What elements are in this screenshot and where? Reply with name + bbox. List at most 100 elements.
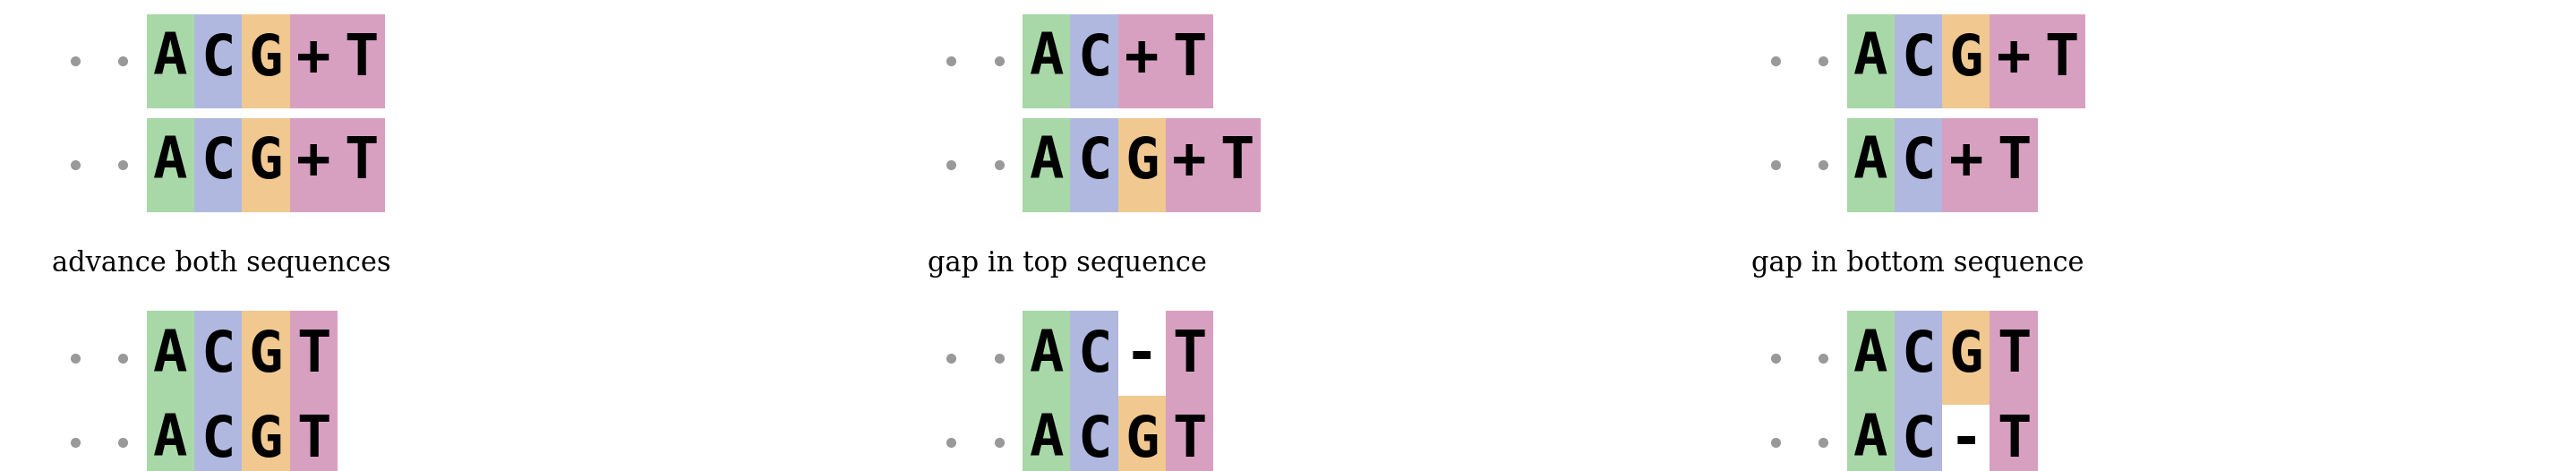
Text: C: C — [1077, 31, 1110, 87]
FancyBboxPatch shape — [1167, 14, 1213, 108]
FancyBboxPatch shape — [196, 14, 242, 108]
Text: G: G — [1950, 328, 1984, 383]
FancyBboxPatch shape — [1167, 118, 1213, 212]
Text: C: C — [1901, 328, 1935, 383]
FancyBboxPatch shape — [1118, 396, 1167, 471]
Text: A: A — [155, 135, 188, 190]
Text: +: + — [296, 31, 330, 87]
Text: G: G — [250, 135, 283, 190]
Text: C: C — [1077, 413, 1110, 468]
Text: C: C — [1901, 135, 1935, 190]
Text: A: A — [1030, 31, 1064, 87]
Text: C: C — [1901, 413, 1935, 468]
Text: T: T — [1172, 31, 1206, 87]
Text: gap in bottom sequence: gap in bottom sequence — [1752, 250, 2084, 277]
FancyBboxPatch shape — [1023, 14, 1072, 108]
Text: T: T — [1172, 413, 1206, 468]
Text: C: C — [1901, 31, 1935, 87]
FancyBboxPatch shape — [1989, 396, 2038, 471]
FancyBboxPatch shape — [291, 118, 337, 212]
FancyBboxPatch shape — [1072, 118, 1118, 212]
Text: A: A — [1030, 135, 1064, 190]
Text: T: T — [1172, 328, 1206, 383]
Text: +: + — [296, 135, 330, 190]
FancyBboxPatch shape — [1989, 311, 2038, 405]
Text: C: C — [201, 135, 234, 190]
FancyBboxPatch shape — [1072, 396, 1118, 471]
FancyBboxPatch shape — [1942, 14, 1989, 108]
FancyBboxPatch shape — [1847, 311, 1896, 405]
Text: A: A — [1855, 31, 1888, 87]
Text: T: T — [2045, 31, 2079, 87]
FancyBboxPatch shape — [1896, 396, 1942, 471]
FancyBboxPatch shape — [291, 14, 337, 108]
FancyBboxPatch shape — [1847, 14, 1896, 108]
Text: C: C — [201, 413, 234, 468]
FancyBboxPatch shape — [1896, 14, 1942, 108]
Text: T: T — [1221, 135, 1255, 190]
FancyBboxPatch shape — [1942, 118, 1989, 212]
Text: C: C — [201, 31, 234, 87]
Text: T: T — [296, 413, 330, 468]
Text: -: - — [1950, 413, 1984, 468]
FancyBboxPatch shape — [291, 311, 337, 405]
Text: A: A — [1855, 135, 1888, 190]
FancyBboxPatch shape — [196, 396, 242, 471]
Text: T: T — [296, 328, 330, 383]
Text: T: T — [345, 135, 379, 190]
Text: gap in top sequence: gap in top sequence — [927, 250, 1206, 277]
FancyBboxPatch shape — [291, 396, 337, 471]
Text: T: T — [1996, 413, 2030, 468]
FancyBboxPatch shape — [1072, 311, 1118, 405]
Text: A: A — [155, 328, 188, 383]
FancyBboxPatch shape — [1167, 311, 1213, 405]
Text: T: T — [1996, 328, 2030, 383]
FancyBboxPatch shape — [242, 118, 291, 212]
Text: G: G — [250, 413, 283, 468]
Text: G: G — [250, 31, 283, 87]
Text: G: G — [250, 328, 283, 383]
FancyBboxPatch shape — [1847, 396, 1896, 471]
Text: A: A — [1855, 328, 1888, 383]
Text: -: - — [1126, 328, 1159, 383]
FancyBboxPatch shape — [337, 14, 386, 108]
FancyBboxPatch shape — [147, 311, 196, 405]
FancyBboxPatch shape — [1072, 14, 1118, 108]
Text: A: A — [155, 413, 188, 468]
Text: A: A — [155, 31, 188, 87]
Text: +: + — [1996, 31, 2030, 87]
FancyBboxPatch shape — [196, 118, 242, 212]
FancyBboxPatch shape — [1118, 118, 1167, 212]
Text: C: C — [1077, 328, 1110, 383]
FancyBboxPatch shape — [1023, 118, 1072, 212]
Text: C: C — [201, 328, 234, 383]
Text: +: + — [1950, 135, 1984, 190]
FancyBboxPatch shape — [1167, 396, 1213, 471]
FancyBboxPatch shape — [1896, 311, 1942, 405]
FancyBboxPatch shape — [1989, 14, 2038, 108]
FancyBboxPatch shape — [1989, 118, 2038, 212]
Text: T: T — [1996, 135, 2030, 190]
Text: +: + — [1172, 135, 1206, 190]
FancyBboxPatch shape — [1213, 118, 1262, 212]
Text: T: T — [345, 31, 379, 87]
FancyBboxPatch shape — [1847, 118, 1896, 212]
FancyBboxPatch shape — [147, 14, 196, 108]
Text: A: A — [1030, 413, 1064, 468]
FancyBboxPatch shape — [242, 396, 291, 471]
Text: G: G — [1126, 413, 1159, 468]
FancyBboxPatch shape — [1896, 118, 1942, 212]
FancyBboxPatch shape — [337, 118, 386, 212]
FancyBboxPatch shape — [1023, 396, 1072, 471]
FancyBboxPatch shape — [242, 14, 291, 108]
FancyBboxPatch shape — [1118, 14, 1167, 108]
Text: G: G — [1950, 31, 1984, 87]
FancyBboxPatch shape — [1942, 311, 1989, 405]
Text: C: C — [1077, 135, 1110, 190]
Text: advance both sequences: advance both sequences — [52, 250, 392, 277]
FancyBboxPatch shape — [2038, 14, 2084, 108]
FancyBboxPatch shape — [1023, 311, 1072, 405]
Text: A: A — [1030, 328, 1064, 383]
Text: A: A — [1855, 413, 1888, 468]
FancyBboxPatch shape — [147, 396, 196, 471]
